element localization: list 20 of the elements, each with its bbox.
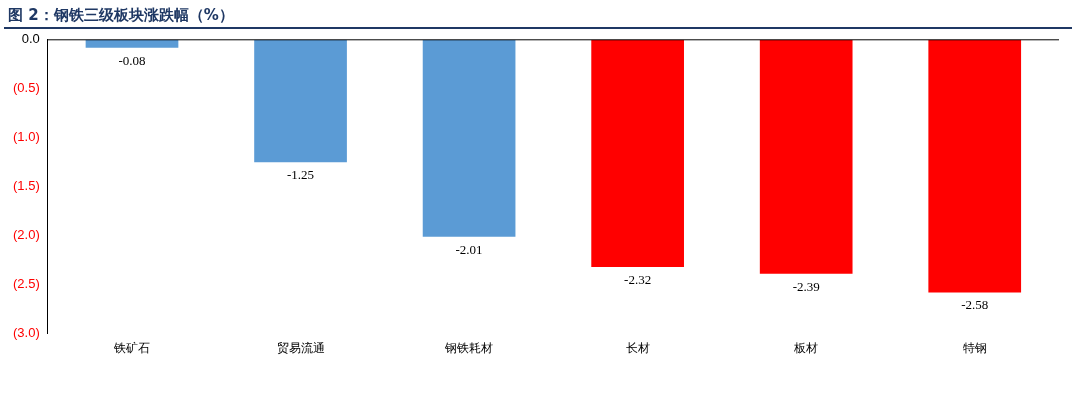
data-label: -2.39 (792, 278, 820, 294)
y-tick-label: (2.0) (13, 227, 40, 243)
data-label: -0.08 (118, 52, 146, 68)
x-tick-label: 板材 (793, 341, 819, 356)
x-tick-label: 长材 (625, 341, 650, 356)
x-tick-label: 钢铁耗材 (444, 341, 494, 356)
x-tick-label: 铁矿石 (113, 341, 150, 356)
data-label: -1.25 (287, 167, 315, 183)
y-tick-label: (1.0) (13, 129, 40, 145)
data-label: -2.58 (961, 297, 989, 313)
x-tick-label: 特钢 (962, 341, 987, 356)
y-tick-label: (0.5) (13, 80, 40, 96)
y-tick-label: (3.0) (13, 325, 40, 341)
x-tick-label: 贸易流通 (276, 341, 325, 356)
y-tick-label: 0.0 (21, 31, 40, 47)
data-label: -2.32 (624, 271, 652, 287)
chart-title: 图 2：钢铁三级板块涨跌幅（%） (4, 4, 1072, 29)
y-tick-label: (2.5) (13, 276, 40, 292)
data-label: -2.01 (455, 241, 483, 257)
y-tick-label: (1.5) (13, 178, 40, 194)
